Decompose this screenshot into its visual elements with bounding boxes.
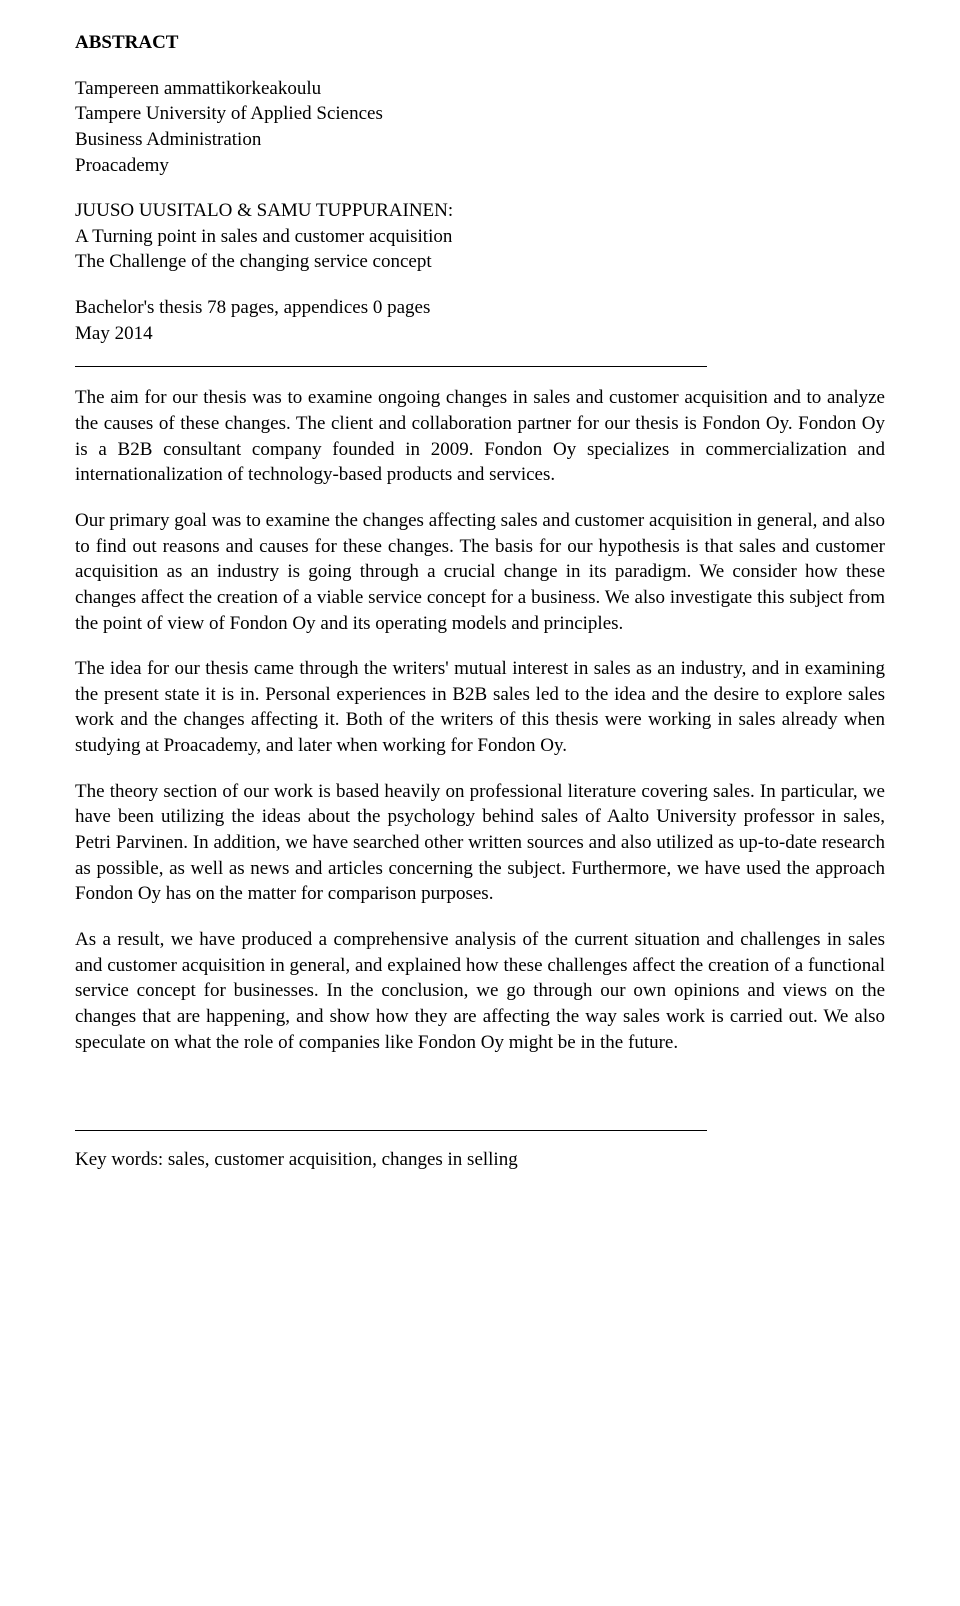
abstract-paragraph-2: Our primary goal was to examine the chan… xyxy=(75,508,885,636)
bottom-divider xyxy=(75,1130,707,1131)
institution-en: Tampere University of Applied Sciences xyxy=(75,101,885,127)
abstract-paragraph-3: The idea for our thesis came through the… xyxy=(75,656,885,759)
authors: JUUSO UUSITALO & SAMU TUPPURAINEN: xyxy=(75,198,885,224)
title-block: JUUSO UUSITALO & SAMU TUPPURAINEN: A Tur… xyxy=(75,198,885,275)
thesis-title: A Turning point in sales and customer ac… xyxy=(75,224,885,250)
abstract-paragraph-5: As a result, we have produced a comprehe… xyxy=(75,927,885,1055)
institution-fi: Tampereen ammattikorkeakoulu xyxy=(75,76,885,102)
thesis-subtitle: The Challenge of the changing service co… xyxy=(75,249,885,275)
abstract-paragraph-4: The theory section of our work is based … xyxy=(75,779,885,907)
thesis-date: May 2014 xyxy=(75,321,885,347)
department: Business Administration xyxy=(75,127,885,153)
keywords: Key words: sales, customer acquisition, … xyxy=(75,1147,885,1173)
abstract-heading: ABSTRACT xyxy=(75,30,885,56)
thesis-pages: Bachelor's thesis 78 pages, appendices 0… xyxy=(75,295,885,321)
institution-block: Tampereen ammattikorkeakoulu Tampere Uni… xyxy=(75,76,885,179)
thesis-info-block: Bachelor's thesis 78 pages, appendices 0… xyxy=(75,295,885,346)
abstract-paragraph-1: The aim for our thesis was to examine on… xyxy=(75,385,885,488)
top-divider xyxy=(75,366,707,367)
program: Proacademy xyxy=(75,153,885,179)
